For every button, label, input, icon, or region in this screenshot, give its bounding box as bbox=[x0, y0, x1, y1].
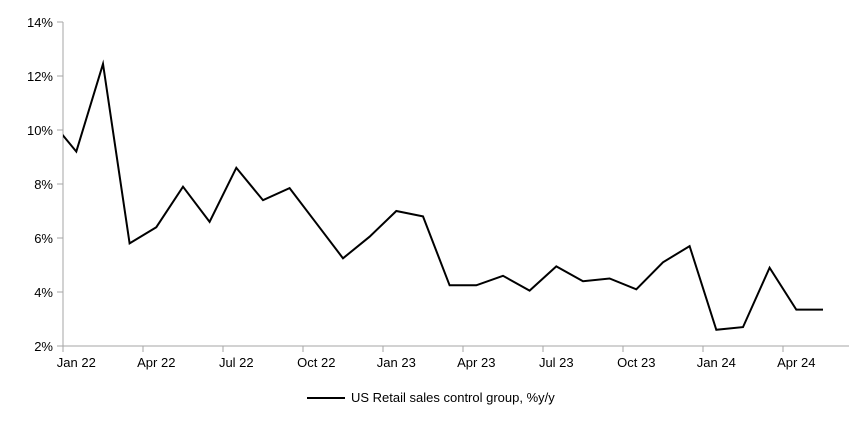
legend: US Retail sales control group, %y/y bbox=[307, 390, 555, 406]
y-axis-label: 12% bbox=[26, 68, 53, 84]
x-axis-label: Oct 23 bbox=[617, 355, 656, 370]
series-line bbox=[63, 59, 823, 331]
legend-line-sample bbox=[307, 397, 345, 399]
x-axis-label: Oct 22 bbox=[297, 355, 336, 370]
x-axis-label: Apr 22 bbox=[137, 355, 176, 370]
y-axis-label: 4% bbox=[34, 284, 53, 300]
legend-label: US Retail sales control group, %y/y bbox=[351, 390, 555, 405]
y-axis-label: 14% bbox=[26, 14, 53, 30]
x-axis-label: Jan 24 bbox=[696, 355, 736, 370]
x-axis-label: Jan 22 bbox=[56, 355, 96, 370]
x-axis-label: Jul 22 bbox=[218, 355, 254, 370]
x-axis-label: Jul 23 bbox=[538, 355, 574, 370]
x-axis-label: Apr 23 bbox=[457, 355, 496, 370]
x-axis-label: Jan 23 bbox=[376, 355, 416, 370]
y-axis-label: 6% bbox=[34, 230, 53, 246]
y-axis-label: 8% bbox=[34, 176, 53, 192]
y-axis-label: 10% bbox=[26, 122, 53, 138]
y-axis-label: 2% bbox=[34, 338, 53, 354]
chart-svg bbox=[57, 21, 849, 352]
x-axis-label: Apr 24 bbox=[777, 355, 816, 370]
